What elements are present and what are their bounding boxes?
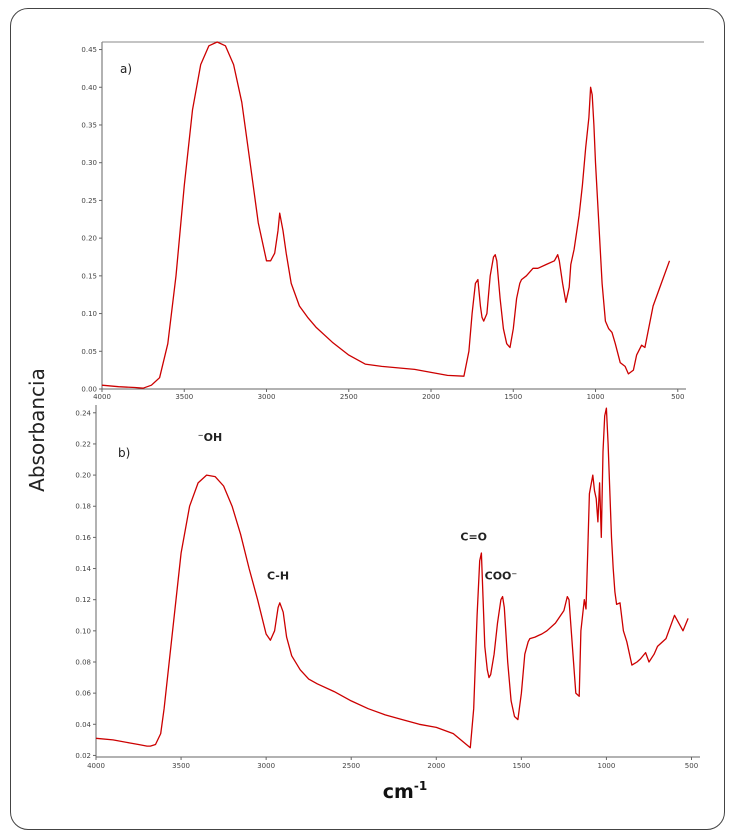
- y-tick-label: 0.45: [81, 46, 97, 54]
- panel-a: 0.00 0.05 0.10 0.15 0.20 0.25 0.30 0.35 0.40 0.45…: [81, 41, 704, 401]
- x-tick-label: 3500: [172, 762, 190, 770]
- y-tick-label: 0.10: [81, 310, 97, 318]
- figure-frame: [10, 8, 725, 830]
- x-axis-label: cm-1: [383, 779, 427, 803]
- x-tick-label: 2000: [427, 762, 445, 770]
- x-tick-label: 1000: [587, 393, 605, 401]
- y-tick-label: 0.12: [75, 596, 91, 604]
- panel-b: 0.02 0.04 0.06 0.08 0.10 0.12 0.14 0.16 0.18 0.20…: [75, 405, 700, 770]
- spectrum-line: [101, 41, 671, 389]
- x-tick-label: 3000: [258, 393, 276, 401]
- x-tick-label: 2500: [340, 393, 358, 401]
- y-tick-label: 0.20: [81, 235, 97, 243]
- panel-label: a): [120, 62, 132, 76]
- x-tick-label: 4000: [93, 393, 111, 401]
- y-tick-label: 0.22: [75, 440, 91, 448]
- y-tick-label: 0.00: [81, 386, 97, 394]
- y-tick-label: 0.35: [81, 121, 97, 129]
- x-tick-label: 1500: [504, 393, 522, 401]
- y-tick-label: 0.18: [75, 503, 91, 511]
- y-tick-label: 0.14: [75, 565, 91, 573]
- y-tick-label: 0.30: [81, 159, 97, 167]
- x-tick-label: 3000: [257, 762, 275, 770]
- x-tick-label: 2000: [422, 393, 440, 401]
- peak-annotation: ⁻OH: [198, 431, 222, 444]
- x-tick-label: 3500: [175, 393, 193, 401]
- y-tick-label: 0.04: [75, 721, 91, 729]
- x-tick-label: 500: [671, 393, 684, 401]
- x-tick-label: 4000: [87, 762, 105, 770]
- panel-label: b): [118, 446, 130, 460]
- y-tick-label: 0.08: [75, 658, 91, 666]
- y-tick-label: 0.15: [81, 272, 97, 280]
- x-tick-label: 1500: [512, 762, 530, 770]
- x-axis-label-base: cm: [383, 781, 414, 803]
- y-tick-label: 0.40: [81, 84, 97, 92]
- y-tick-label: 0.25: [81, 197, 97, 205]
- y-tick-label: 0.24: [75, 409, 91, 417]
- y-tick-label: 0.10: [75, 627, 91, 635]
- y-tick-label: 0.16: [75, 534, 91, 542]
- x-tick-label: 500: [685, 762, 698, 770]
- y-tick-label: 0.20: [75, 472, 91, 480]
- peak-annotation: COO⁻: [485, 569, 518, 582]
- x-tick-label: 2500: [342, 762, 360, 770]
- peak-annotation: C-H: [267, 569, 289, 582]
- x-tick-label: 1000: [598, 762, 616, 770]
- peak-annotation: C=O: [460, 531, 487, 544]
- y-tick-label: 0.05: [81, 348, 97, 356]
- y-axis-label: Absorbancia: [25, 368, 49, 492]
- x-axis-label-exponent: -1: [414, 779, 427, 793]
- y-tick-label: 0.02: [75, 752, 91, 760]
- spectrum-line: [95, 407, 689, 749]
- y-tick-label: 0.06: [75, 690, 91, 698]
